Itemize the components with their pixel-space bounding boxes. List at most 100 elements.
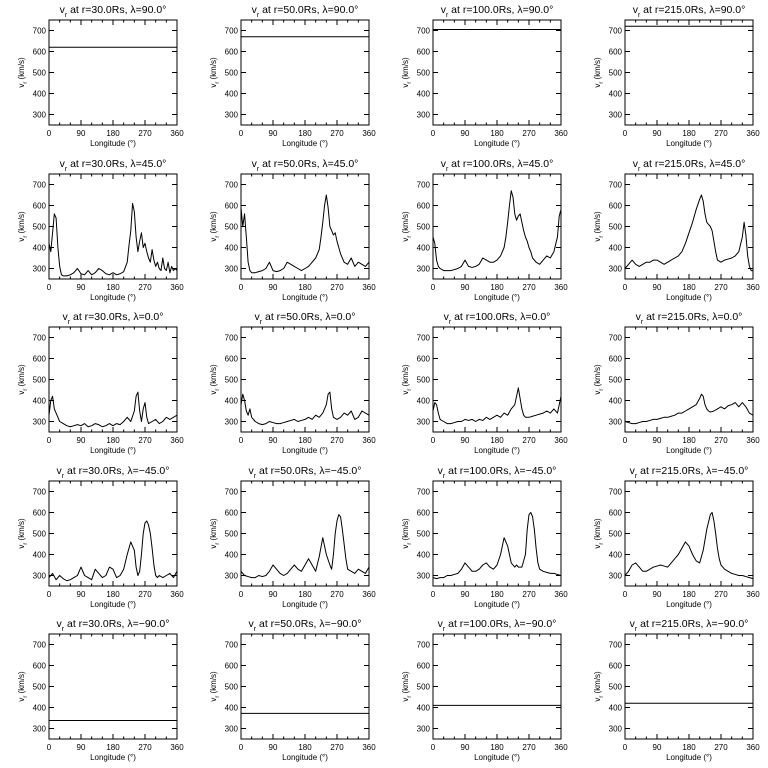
y-tick-label: 500 <box>417 529 431 538</box>
y-tick-label: 700 <box>225 641 239 650</box>
y-tick-label: 600 <box>609 355 623 364</box>
x-tick-label: 270 <box>138 436 152 445</box>
y-tick-label: 300 <box>609 725 623 734</box>
chart-svg: vr at r=30.0Rs, λ=0.0° 0 90 180 270 360 300 400… <box>17 312 184 455</box>
plot-frame <box>432 19 562 126</box>
x-tick-label: 180 <box>490 590 504 599</box>
chart-panel: vr at r=215.0Rs, λ=0.0° 0 90 180 270 360 300 40… <box>576 307 768 461</box>
y-tick-label: 500 <box>33 683 47 692</box>
y-tick-label: 400 <box>33 397 47 406</box>
series-line <box>624 511 754 579</box>
y-tick-label: 400 <box>609 550 623 559</box>
chart-svg: vr at r=50.0Rs, λ=90.0° 0 90 180 270 360 300 40… <box>209 5 376 148</box>
y-tick-label: 300 <box>609 264 623 273</box>
plot-frame <box>432 633 562 740</box>
y-tick-label: 700 <box>417 487 431 496</box>
x-tick-label: 0 <box>431 436 436 445</box>
y-axis-label: vr (km/s) <box>209 671 221 702</box>
chart-svg: vr at r=50.0Rs, λ=−45.0° 0 90 180 270 360 300 4… <box>209 466 376 609</box>
x-tick-label: 360 <box>746 283 760 292</box>
x-tick-label: 270 <box>522 743 536 752</box>
y-tick-label: 300 <box>33 264 47 273</box>
chart-panel: vr at r=215.0Rs, λ=−90.0° 0 90 180 270 360 300… <box>576 614 768 768</box>
chart-panel: vr at r=100.0Rs, λ=−90.0° 0 90 180 270 360 300… <box>384 614 576 768</box>
y-tick-label: 300 <box>33 725 47 734</box>
x-tick-label: 180 <box>298 590 312 599</box>
y-tick-label: 600 <box>417 201 431 210</box>
x-tick-label: 180 <box>490 436 504 445</box>
y-tick-label: 300 <box>609 110 623 119</box>
plot-frame <box>624 326 754 433</box>
x-tick-label: 90 <box>269 283 278 292</box>
y-tick-label: 400 <box>609 397 623 406</box>
y-axis-label: vr (km/s) <box>593 57 605 88</box>
chart-svg: vr at r=215.0Rs, λ=90.0° 0 90 180 270 360 300 4… <box>593 5 760 148</box>
x-tick-label: 0 <box>431 590 436 599</box>
x-tick-label: 270 <box>714 743 728 752</box>
x-tick-label: 0 <box>47 283 52 292</box>
x-tick-label: 360 <box>170 436 184 445</box>
y-tick-label: 600 <box>609 508 623 517</box>
x-tick-label: 270 <box>330 436 344 445</box>
x-tick-label: 90 <box>653 436 662 445</box>
plot-frame <box>624 480 754 587</box>
y-tick-label: 500 <box>417 683 431 692</box>
x-tick-label: 270 <box>330 129 344 138</box>
y-tick-label: 700 <box>417 180 431 189</box>
chart-svg: vr at r=50.0Rs, λ=0.0° 0 90 180 270 360 300 400… <box>209 312 376 455</box>
x-tick-label: 180 <box>106 590 120 599</box>
y-tick-label: 400 <box>417 89 431 98</box>
y-axis-label: vr (km/s) <box>593 211 605 242</box>
x-axis-label: Longitude (°) <box>474 139 520 148</box>
x-tick-label: 0 <box>623 283 628 292</box>
y-tick-label: 600 <box>225 508 239 517</box>
plot-frame <box>624 633 754 740</box>
y-tick-label: 300 <box>225 418 239 427</box>
x-tick-label: 180 <box>298 129 312 138</box>
y-tick-label: 300 <box>33 571 47 580</box>
y-tick-label: 600 <box>33 47 47 56</box>
x-tick-label: 180 <box>106 129 120 138</box>
y-tick-label: 700 <box>609 26 623 35</box>
plot-frame <box>48 326 178 433</box>
series-line <box>240 513 370 578</box>
chart-title: vr at r=50.0Rs, λ=45.0° <box>252 159 359 173</box>
chart-svg: vr at r=100.0Rs, λ=−45.0° 0 90 180 270 360 300… <box>401 466 568 609</box>
series-line <box>48 520 178 582</box>
x-tick-label: 270 <box>330 283 344 292</box>
y-tick-label: 500 <box>609 683 623 692</box>
x-tick-label: 270 <box>330 590 344 599</box>
y-tick-label: 500 <box>417 222 431 231</box>
x-tick-label: 90 <box>461 283 470 292</box>
y-tick-label: 600 <box>225 355 239 364</box>
y-tick-label: 400 <box>225 550 239 559</box>
x-axis-label: Longitude (°) <box>474 293 520 302</box>
chart-svg: vr at r=215.0Rs, λ=45.0° 0 90 180 270 360 300 4… <box>593 159 760 302</box>
x-tick-label: 270 <box>138 743 152 752</box>
chart-svg: vr at r=30.0Rs, λ=−90.0° 0 90 180 270 360 300 4… <box>17 619 184 762</box>
series-line <box>48 391 178 428</box>
x-tick-label: 180 <box>298 743 312 752</box>
chart-svg: vr at r=100.0Rs, λ=0.0° 0 90 180 270 360 300 40… <box>401 312 568 455</box>
chart-title: vr at r=30.0Rs, λ=45.0° <box>60 159 167 173</box>
y-tick-label: 300 <box>225 725 239 734</box>
y-tick-label: 700 <box>609 487 623 496</box>
y-tick-label: 500 <box>609 529 623 538</box>
x-tick-label: 360 <box>746 743 760 752</box>
chart-title: vr at r=100.0Rs, λ=45.0° <box>441 159 554 173</box>
chart-svg: vr at r=215.0Rs, λ=−90.0° 0 90 180 270 360 300… <box>593 619 760 762</box>
x-tick-label: 180 <box>106 436 120 445</box>
chart-panel: vr at r=50.0Rs, λ=0.0° 0 90 180 270 360 300 400… <box>192 307 384 461</box>
y-tick-label: 600 <box>417 355 431 364</box>
y-tick-label: 300 <box>609 571 623 580</box>
x-tick-label: 180 <box>682 590 696 599</box>
x-axis-label: Longitude (°) <box>666 753 712 762</box>
y-tick-label: 400 <box>609 704 623 713</box>
x-axis-label: Longitude (°) <box>474 753 520 762</box>
series-line <box>432 511 562 579</box>
y-tick-label: 500 <box>225 222 239 231</box>
x-tick-label: 270 <box>138 590 152 599</box>
chart-svg: vr at r=100.0Rs, λ=90.0° 0 90 180 270 360 300 4… <box>401 5 568 148</box>
y-tick-label: 600 <box>417 47 431 56</box>
y-tick-label: 700 <box>33 487 47 496</box>
